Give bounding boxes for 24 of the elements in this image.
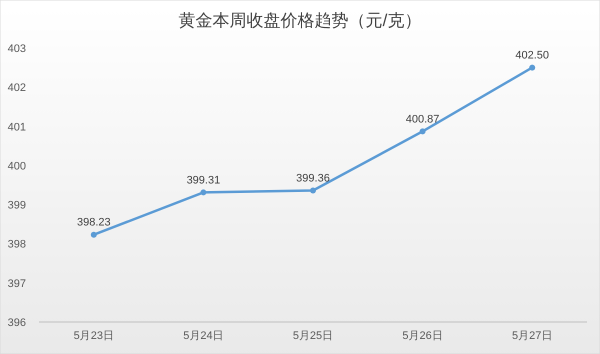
x-tick-label: 5月26日: [402, 330, 443, 342]
y-tick-label: 403: [8, 43, 26, 55]
data-label: 399.36: [296, 172, 330, 184]
y-tick-label: 397: [8, 278, 26, 290]
x-tick-label: 5月25日: [292, 330, 334, 342]
point: [529, 64, 536, 71]
data-label: 402.50: [515, 50, 550, 62]
point: [200, 189, 206, 196]
chart-title: 黄金本周收盘价格趋势（元/克）: [178, 11, 422, 30]
y-tick-label: 396: [8, 317, 26, 329]
y-tick-label: 402: [8, 82, 26, 94]
point: [90, 232, 97, 238]
point: [420, 128, 426, 134]
y-tick-label: 400: [8, 160, 26, 172]
x-tick-label: 5月24日: [183, 330, 224, 342]
x-tick-label: 5月27日: [512, 330, 552, 342]
data-label: 398.23: [76, 216, 111, 229]
data-label: 400.87: [406, 113, 440, 126]
x-tick-label: 5月23日: [74, 330, 114, 342]
y-tick-label: 398: [8, 238, 26, 251]
y-tick-label: 401: [8, 121, 26, 134]
point: [310, 187, 316, 194]
data-label: 399.31: [186, 174, 220, 186]
y-tick-label: 399: [8, 200, 26, 212]
